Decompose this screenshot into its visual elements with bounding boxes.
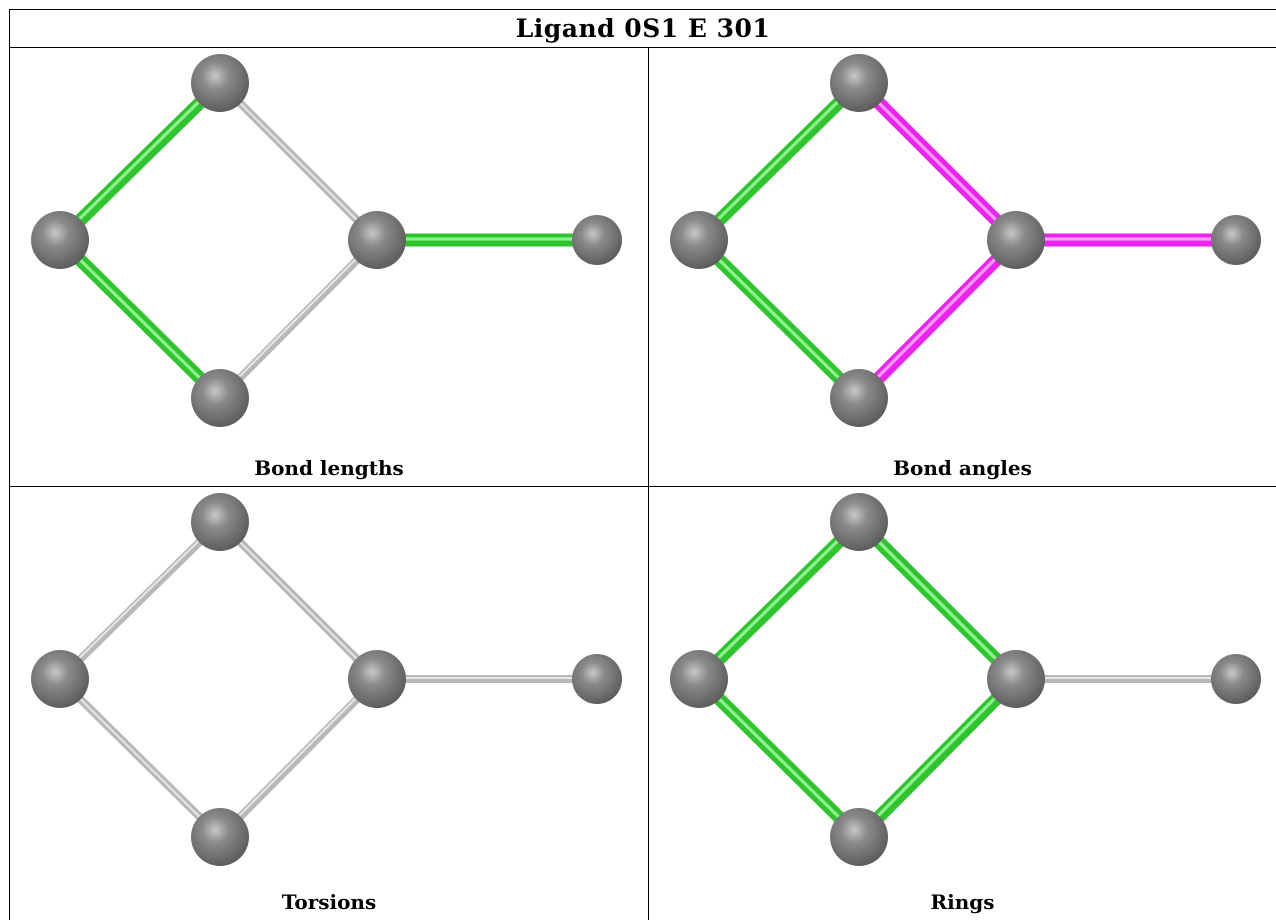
atom-top (191, 493, 249, 551)
bond-top-left (57, 519, 223, 682)
bond-top-right (217, 80, 380, 243)
panel-rings: Rings (649, 487, 1276, 920)
panel-caption: Rings (930, 890, 995, 914)
figure-title: Ligand 0S1 E 301 (515, 14, 771, 43)
panel-caption: Bond angles (893, 456, 1032, 480)
bond-right-tail (376, 233, 597, 247)
bond-top-left (694, 517, 864, 684)
bond-left-bottom (694, 674, 864, 842)
bond-top-left (55, 78, 225, 245)
atom-bottom (191, 369, 249, 427)
atom-right (987, 211, 1045, 269)
atom-top (191, 54, 249, 112)
title-divider (9, 47, 1276, 48)
bond-left-bottom (694, 235, 864, 403)
bond-right-bottom (217, 676, 380, 840)
row-divider (9, 486, 1276, 487)
atom-right (987, 650, 1045, 708)
atom-left (31, 650, 89, 708)
atom-top (830, 54, 888, 112)
bond-top-right (854, 78, 1021, 245)
bond-right-tail (1015, 675, 1236, 683)
molecule-rings (670, 493, 1261, 866)
atom-left (670, 211, 728, 269)
atom-tail (572, 215, 622, 265)
atom-bottom (830, 369, 888, 427)
bond-right-tail (376, 675, 597, 683)
atom-bottom (191, 808, 249, 866)
atom-tail (572, 654, 622, 704)
panel-caption: Torsions (281, 890, 377, 914)
bond-top-left (694, 78, 864, 245)
panel-caption: Bond lengths (254, 456, 404, 480)
panel-bond-lengths: Bond lengths (10, 48, 648, 486)
atom-right (348, 650, 406, 708)
panel-torsions: Torsions (10, 487, 648, 920)
atom-tail (1211, 215, 1261, 265)
bond-top-right (854, 517, 1021, 684)
figure-frame (9, 9, 1276, 920)
atom-left (31, 211, 89, 269)
molecule-torsions (31, 493, 622, 866)
atom-top (830, 493, 888, 551)
bond-top-right (217, 519, 380, 682)
bond-right-bottom (217, 237, 380, 401)
bond-left-bottom (55, 235, 225, 403)
bond-right-bottom (854, 235, 1021, 403)
column-divider (648, 47, 649, 920)
panel-bond-angles: Bond angles (649, 48, 1276, 486)
bond-right-bottom (854, 674, 1021, 842)
molecule-bond-lengths (31, 54, 622, 427)
molecule-bond-angles (670, 54, 1261, 427)
atom-right (348, 211, 406, 269)
bond-left-bottom (57, 676, 223, 840)
atom-tail (1211, 654, 1261, 704)
atom-left (670, 650, 728, 708)
bond-right-tail (1015, 233, 1236, 247)
atom-bottom (830, 808, 888, 866)
